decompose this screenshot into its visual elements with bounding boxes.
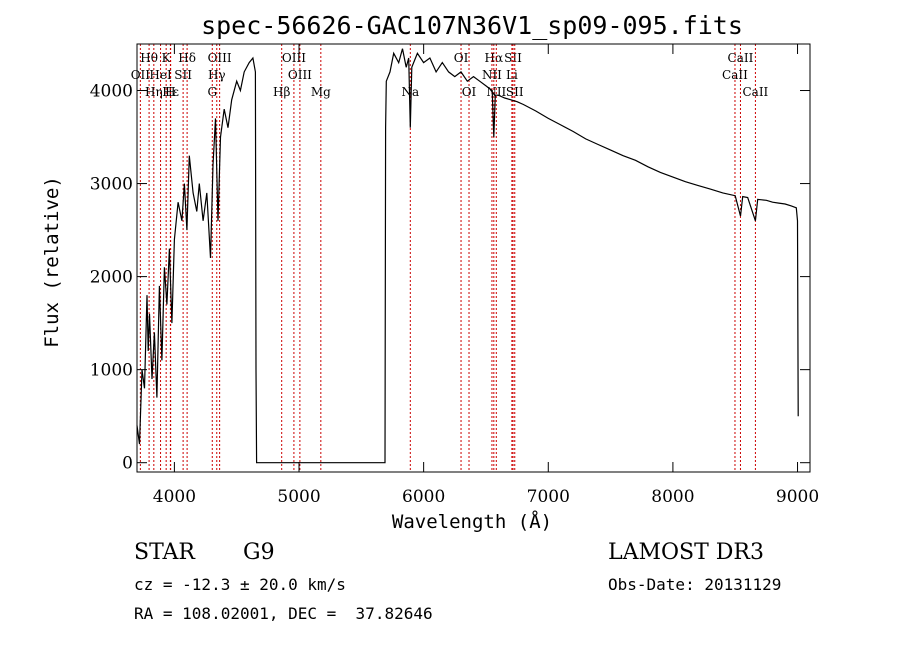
spectral-line-label: Mg	[311, 85, 331, 99]
object-class: STAR	[134, 540, 195, 565]
spectral-line-label: OI	[462, 85, 477, 99]
x-tick-label: 7000	[527, 487, 570, 507]
observation-date: Obs-Date: 20131129	[608, 575, 782, 594]
spectral-line-label: H	[165, 85, 175, 99]
spectral-line-label: Hθ	[140, 51, 158, 65]
plot-frame	[136, 43, 811, 473]
survey-name: LAMOST DR3	[608, 540, 764, 565]
spectral-line-label: OII	[131, 68, 151, 82]
spectral-line-label: OIII	[288, 68, 312, 82]
object-subclass: G9	[243, 540, 275, 565]
spectral-line-label: OI	[454, 51, 469, 65]
y-axis-label: Flux (relative)	[41, 176, 63, 348]
x-tick-label: 4000	[153, 487, 196, 507]
spectral-line-label: K	[162, 51, 172, 65]
spectral-line-label: Na	[401, 85, 419, 99]
spectral-line-label: CaII	[742, 85, 768, 99]
y-tick-label: 4000	[90, 82, 133, 102]
spectral-line-label: Hδ	[178, 51, 196, 65]
x-tick-label: 9000	[776, 487, 819, 507]
spectral-line-label: G	[207, 85, 217, 99]
spectral-line-label: OIII	[282, 51, 306, 65]
axis-ticks: 4000 5000 6000 7000 8000 9000 0 1000 2000 3000 400…	[90, 44, 819, 507]
spectral-line-label: NII	[486, 85, 506, 99]
y-tick-label: 0	[122, 454, 133, 474]
x-tick-label: 8000	[651, 487, 694, 507]
spectral-line-label: SII	[174, 68, 192, 82]
redshift-velocity: cz = -12.3 ± 20.0 km/s	[134, 575, 346, 594]
x-tick-label: 6000	[402, 487, 445, 507]
spectral-line-label: Hη	[145, 85, 163, 99]
spectral-line-label: Li	[506, 68, 518, 82]
y-tick-label: 3000	[90, 175, 133, 195]
spectral-line-label: CaII	[728, 51, 754, 65]
spectral-line-label: SII	[506, 85, 524, 99]
spectral-line-label: Hα	[485, 51, 504, 65]
spectral-line-label: OIII	[208, 51, 232, 65]
spectral-line-label: HeI	[149, 68, 172, 82]
x-axis-label: Wavelength (Å)	[392, 510, 552, 533]
spectral-line-label: Hβ	[273, 85, 290, 99]
sky-coordinates: RA = 108.02001, DEC = 37.82646	[134, 604, 433, 623]
y-tick-label: 2000	[90, 268, 133, 288]
spectral-line-label: NII	[482, 68, 502, 82]
y-tick-label: 1000	[90, 361, 133, 381]
spectral-line-label: SII	[504, 51, 522, 65]
chart-title: spec-56626-GAC107N36V1_sp09-095.fits	[201, 11, 743, 40]
flux-series-line	[136, 48, 799, 464]
spectral-line-label: Hγ	[208, 68, 226, 82]
spectral-line-label: CaII	[722, 68, 748, 82]
x-tick-label: 5000	[277, 487, 320, 507]
